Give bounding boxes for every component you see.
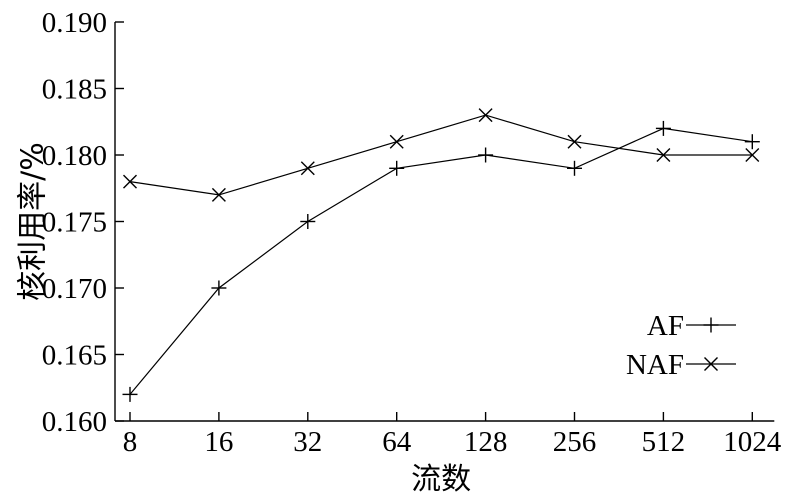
legend-marker-naf [704,357,718,371]
series-line-af [129,127,753,395]
data-point-af [300,214,316,229]
y-tick-label: 0.165 [42,340,107,372]
data-point-naf [656,148,671,162]
data-point-af [122,386,138,402]
data-point-naf [389,134,404,149]
legend-marker-af [703,317,719,333]
legend-item-naf: NAF [626,349,736,381]
y-axis-title: 核利用率/% [16,142,51,301]
y-tick-label: 0.175 [42,207,107,239]
data-point-af [389,160,405,176]
x-tick-label: 16 [204,426,233,458]
data-point-naf [745,148,760,162]
data-point-naf [567,134,582,149]
legend: AF NAF [626,310,736,381]
x-tick-label: 128 [464,426,508,458]
x-tick-label: 8 [123,426,138,458]
data-point-af [744,134,760,150]
y-axis-ticks: 0.160 0.165 0.170 0.175 0.180 0.185 0.190 [42,7,124,438]
data-point-naf [300,161,315,176]
series-line-naf [129,114,753,196]
legend-label: NAF [626,349,684,381]
data-point-naf [211,187,226,202]
y-tick-label: 0.180 [42,140,107,172]
x-axis-title: 流数 [411,462,471,497]
data-point-af [655,120,671,136]
data-point-af [211,280,227,296]
x-tick-label: 32 [293,426,322,458]
y-tick-label: 0.190 [42,7,107,39]
legend-label: AF [647,310,684,342]
y-tick-label: 0.160 [42,406,107,438]
x-tick-label: 64 [382,426,412,458]
x-tick-label: 1024 [723,426,782,458]
y-tick-label: 0.170 [42,273,107,305]
x-tick-label: 512 [642,426,686,458]
y-tick-label: 0.185 [42,74,107,106]
data-point-naf [478,108,493,123]
series-group [122,108,760,402]
x-axis-ticks: 8 16 32 64 128 256 512 1024 [123,412,782,458]
x-tick-label: 256 [553,426,597,458]
data-point-af [567,160,582,176]
data-point-af [478,147,494,163]
data-point-naf [123,174,137,189]
legend-item-af: AF [647,310,736,342]
